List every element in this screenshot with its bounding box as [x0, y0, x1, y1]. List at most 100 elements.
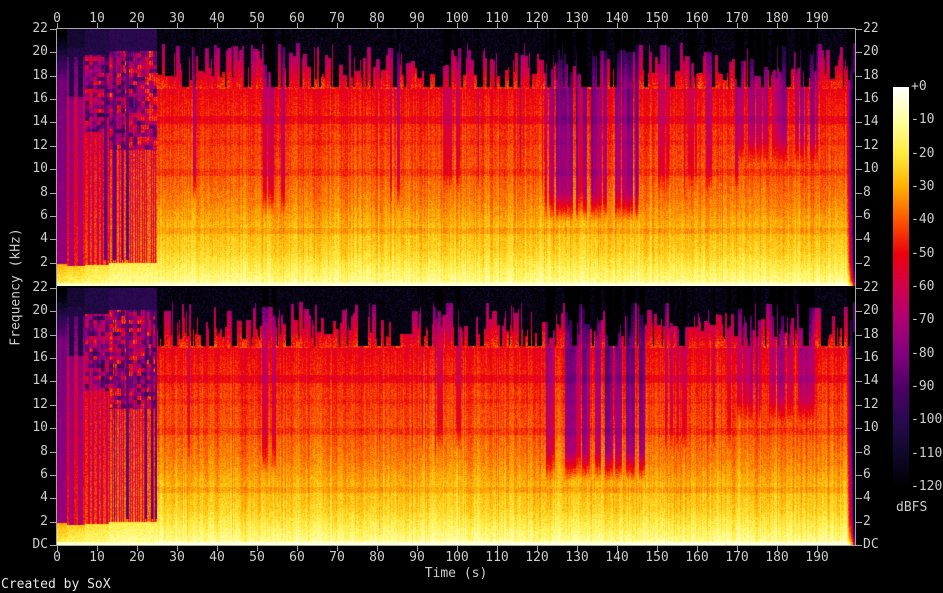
- time-tick-bottom: [737, 546, 738, 551]
- time-tick-top: [377, 23, 378, 28]
- freq-tick-right: [856, 428, 862, 429]
- freq-tick-label-left: 12: [32, 138, 48, 153]
- colorbar-tick-label: -60: [911, 279, 935, 294]
- time-tick-label-top: 110: [485, 11, 509, 26]
- time-tick-top: [57, 23, 58, 28]
- colorbar-tick-label: -120: [911, 479, 943, 494]
- time-tick-top: [417, 23, 418, 28]
- time-tick-label-top: 40: [209, 11, 225, 26]
- freq-tick-label-right: 10: [863, 420, 879, 435]
- freq-tick-label-right: 20: [863, 303, 879, 318]
- freq-tick-left: [50, 498, 56, 499]
- time-tick-bottom: [657, 546, 658, 551]
- time-tick-label-top: 170: [725, 11, 749, 26]
- freq-tick-label-right: 2: [863, 514, 871, 529]
- freq-tick-right: [856, 311, 862, 312]
- freq-tick-right: [856, 358, 862, 359]
- time-tick-bottom: [777, 546, 778, 551]
- time-tick-label-bottom: 0: [53, 550, 61, 565]
- freq-tick-left: [50, 52, 56, 53]
- freq-tick-left: [50, 263, 56, 264]
- time-tick-label-bottom: 90: [409, 550, 425, 565]
- freq-tick-label-left: 12: [32, 397, 48, 412]
- plot-frame: [56, 28, 856, 546]
- time-tick-bottom: [297, 546, 298, 551]
- freq-tick-right: [856, 288, 862, 289]
- time-tick-label-bottom: 170: [725, 550, 749, 565]
- freq-tick-label-left: 22: [32, 280, 48, 295]
- time-tick-bottom: [697, 546, 698, 551]
- time-tick-bottom: [537, 546, 538, 551]
- freq-tick-label-left: 2: [40, 514, 48, 529]
- time-tick-bottom: [377, 546, 378, 551]
- time-tick-label-top: 190: [805, 11, 829, 26]
- freq-tick-label-left: 14: [32, 114, 48, 129]
- freq-tick-right: [856, 475, 862, 476]
- freq-tick-label-left: 16: [32, 91, 48, 106]
- time-tick-label-top: 180: [765, 11, 789, 26]
- freq-tick-left: [50, 522, 56, 523]
- time-tick-label-top: 120: [525, 11, 549, 26]
- time-tick-label-top: 70: [329, 11, 345, 26]
- time-tick-label-bottom: 30: [169, 550, 185, 565]
- time-tick-label-top: 10: [89, 11, 105, 26]
- time-tick-label-bottom: 160: [685, 550, 709, 565]
- spectrogram-channel-2: [57, 288, 855, 545]
- freq-tick-right: [856, 545, 862, 546]
- freq-tick-label-left: 20: [32, 303, 48, 318]
- freq-tick-label-left: 4: [40, 490, 48, 505]
- freq-tick-right: [856, 122, 862, 123]
- time-tick-bottom: [257, 546, 258, 551]
- time-tick-label-top: 150: [645, 11, 669, 26]
- colorbar-tick-label: -100: [911, 412, 943, 427]
- colorbar-tick-label: -50: [911, 246, 935, 261]
- freq-tick-label-left: 20: [32, 44, 48, 59]
- time-tick-top: [537, 23, 538, 28]
- time-tick-top: [817, 23, 818, 28]
- colorbar-unit-label: dBFS: [896, 500, 928, 515]
- freq-tick-label-left: 8: [40, 444, 48, 459]
- time-tick-top: [137, 23, 138, 28]
- freq-tick-left: [50, 239, 56, 240]
- colorbar-tick-label: -30: [911, 179, 935, 194]
- time-tick-label-top: 130: [565, 11, 589, 26]
- freq-tick-right: [856, 216, 862, 217]
- time-tick-label-top: 60: [289, 11, 305, 26]
- time-tick-label-bottom: 190: [805, 550, 829, 565]
- freq-tick-left: [50, 288, 56, 289]
- spectrogram-channel-1: [57, 29, 855, 286]
- freq-tick-label-left: 2: [40, 255, 48, 270]
- freq-tick-label-right: 14: [863, 373, 879, 388]
- time-tick-label-bottom: 60: [289, 550, 305, 565]
- time-tick-bottom: [177, 546, 178, 551]
- freq-tick-label-right: 18: [863, 327, 879, 342]
- freq-tick-label-left: 6: [40, 467, 48, 482]
- freq-tick-right: [856, 335, 862, 336]
- freq-tick-right: [856, 146, 862, 147]
- time-tick-top: [177, 23, 178, 28]
- time-tick-bottom: [417, 546, 418, 551]
- time-tick-bottom: [497, 546, 498, 551]
- freq-tick-left: [50, 381, 56, 382]
- time-tick-label-bottom: 180: [765, 550, 789, 565]
- time-tick-top: [297, 23, 298, 28]
- time-tick-label-bottom: 100: [445, 550, 469, 565]
- freq-tick-right: [856, 498, 862, 499]
- time-tick-label-bottom: 50: [249, 550, 265, 565]
- freq-tick-label-right: 8: [863, 185, 871, 200]
- time-tick-label-bottom: 140: [605, 550, 629, 565]
- colorbar-tick-label: +0: [911, 79, 927, 94]
- freq-tick-right: [856, 239, 862, 240]
- time-tick-label-top: 90: [409, 11, 425, 26]
- time-tick-label-bottom: 110: [485, 550, 509, 565]
- time-tick-label-bottom: 70: [329, 550, 345, 565]
- freq-tick-left: [50, 193, 56, 194]
- freq-tick-label-left: 14: [32, 373, 48, 388]
- time-tick-top: [577, 23, 578, 28]
- freq-tick-left: [50, 405, 56, 406]
- freq-tick-label-left: 4: [40, 231, 48, 246]
- time-tick-top: [257, 23, 258, 28]
- freq-tick-label-right: 4: [863, 231, 871, 246]
- freq-tick-right: [856, 193, 862, 194]
- time-tick-top: [97, 23, 98, 28]
